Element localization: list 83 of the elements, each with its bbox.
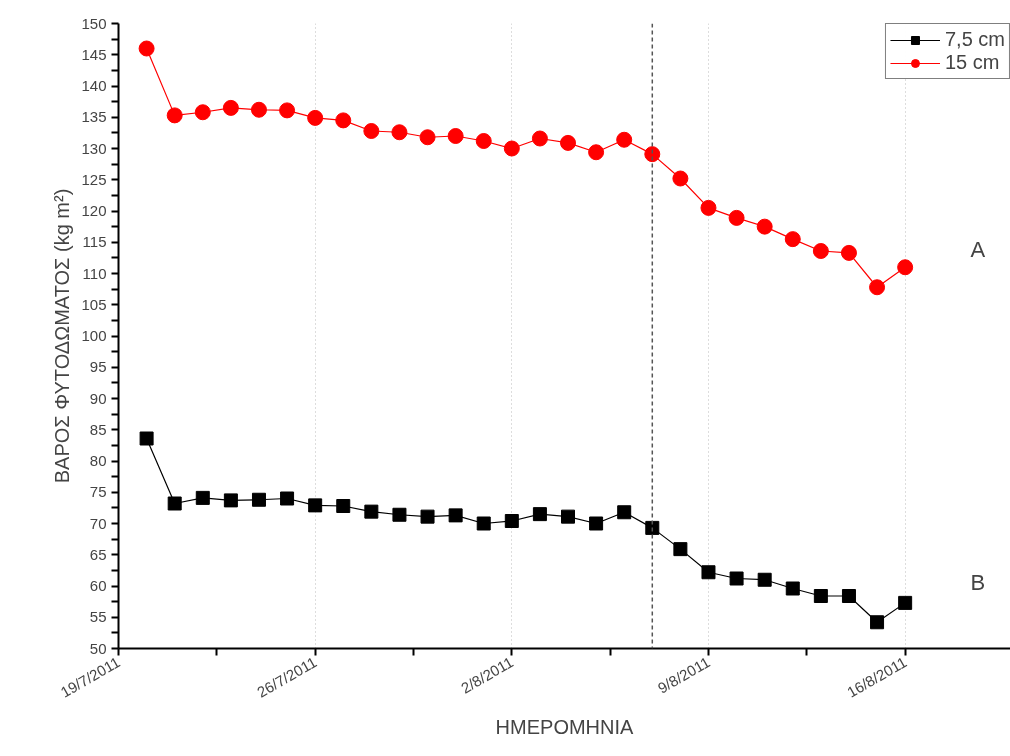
y-tick-label: 70 <box>89 514 107 532</box>
y-tick-label: 105 <box>81 295 107 313</box>
point <box>700 199 717 216</box>
point <box>784 231 801 248</box>
point <box>250 101 267 118</box>
y-tick-label: 135 <box>81 108 107 126</box>
point <box>729 571 744 586</box>
y-tick-label: 115 <box>82 233 107 251</box>
point <box>616 131 633 148</box>
point <box>870 615 885 630</box>
point <box>391 124 408 141</box>
legend-label: 15 cm <box>944 51 1000 74</box>
point <box>447 128 464 144</box>
y-tick-label: 55 <box>89 608 107 626</box>
y-tick-label: 75 <box>89 483 107 501</box>
y-tick-label: 145 <box>81 45 107 63</box>
point <box>840 244 857 261</box>
annotation: A <box>970 236 986 262</box>
point <box>644 146 661 163</box>
y-tick-label: 120 <box>81 202 107 219</box>
point <box>138 40 155 57</box>
y-tick-label: 125 <box>81 170 107 188</box>
point <box>336 499 351 513</box>
point <box>589 516 604 531</box>
y-axis-title: ΒΑΡΟΣ ΦΥΤΟΔΩΜΑΤΟΣ (kg m²) <box>51 188 74 484</box>
point <box>419 129 436 146</box>
point <box>898 595 913 610</box>
y-tick-label: 80 <box>89 452 107 469</box>
annotation: B <box>970 570 986 596</box>
point <box>588 144 605 161</box>
point <box>617 505 632 520</box>
point <box>363 123 380 139</box>
point <box>335 112 352 129</box>
point <box>701 565 716 580</box>
point <box>222 99 239 116</box>
point <box>139 431 154 446</box>
point <box>307 109 324 126</box>
y-tick-label: 150 <box>81 14 107 32</box>
point <box>813 589 828 603</box>
point <box>308 498 323 513</box>
point <box>785 581 800 596</box>
point <box>757 572 772 587</box>
point <box>364 504 379 519</box>
point <box>560 134 577 151</box>
point <box>504 514 519 528</box>
point <box>195 490 210 505</box>
y-tick-label: 50 <box>89 639 107 657</box>
y-tick-label: 100 <box>81 327 107 344</box>
point <box>532 507 547 522</box>
point <box>475 133 492 149</box>
point <box>448 508 463 523</box>
point <box>194 104 211 121</box>
point <box>251 492 266 507</box>
point <box>812 243 829 259</box>
y-tick-label: 110 <box>82 264 107 282</box>
y-tick-label: 140 <box>81 77 107 94</box>
point <box>531 130 548 147</box>
y-tick-label: 60 <box>89 577 107 594</box>
point <box>166 107 183 124</box>
y-tick-label: 65 <box>89 545 107 563</box>
y-tick-label: 90 <box>89 389 107 407</box>
point <box>728 209 745 226</box>
y-tick-label: 85 <box>89 420 107 438</box>
point <box>280 491 295 506</box>
point <box>672 170 689 187</box>
y-tick-label: 95 <box>89 358 107 376</box>
point <box>673 542 688 557</box>
point <box>503 140 520 157</box>
point <box>841 589 856 603</box>
point <box>645 520 660 535</box>
point <box>756 218 773 235</box>
point <box>476 516 491 531</box>
point <box>392 507 407 522</box>
point <box>223 493 238 508</box>
x-axis-title: ΗΜΕΡΟΜΗΝΙΑ <box>495 716 635 739</box>
point <box>167 496 182 511</box>
point <box>561 509 576 524</box>
point <box>279 102 296 119</box>
point <box>420 509 435 524</box>
point <box>869 279 886 296</box>
y-tick-label: 130 <box>81 139 107 157</box>
legend-label: 7,5 cm <box>944 28 1005 51</box>
point <box>897 259 914 276</box>
